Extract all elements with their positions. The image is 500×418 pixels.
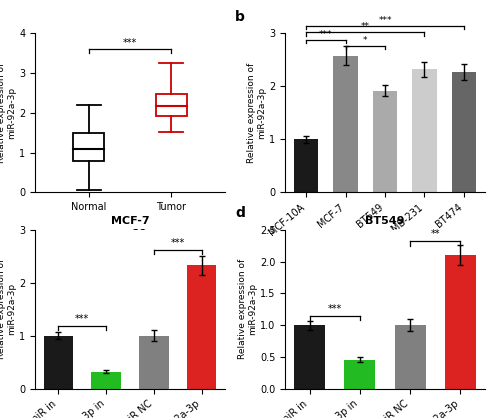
Text: ***: *** — [123, 38, 137, 48]
Y-axis label: Relative expression of
miR-92a-3p: Relative expression of miR-92a-3p — [247, 63, 266, 163]
Text: d: d — [235, 206, 245, 220]
Bar — [334, 56, 358, 192]
Title: BT549: BT549 — [365, 217, 405, 226]
Y-axis label: Relative expression of
miR-92a-3p: Relative expression of miR-92a-3p — [238, 259, 257, 359]
Bar — [44, 336, 73, 389]
Text: ***: *** — [75, 314, 90, 324]
Bar — [156, 94, 187, 116]
Text: ***: *** — [170, 238, 185, 248]
Bar — [452, 71, 476, 192]
Text: ***: *** — [328, 304, 342, 314]
Text: ***: *** — [378, 16, 392, 25]
Bar — [187, 265, 216, 389]
Bar — [139, 336, 168, 389]
Text: **: ** — [361, 22, 370, 31]
Y-axis label: Relative expression of
miR-92a-3p: Relative expression of miR-92a-3p — [0, 63, 16, 163]
Bar — [412, 69, 436, 192]
Bar — [294, 139, 318, 192]
Bar — [373, 91, 397, 192]
Text: ***: *** — [319, 30, 332, 39]
Text: b: b — [235, 10, 245, 24]
Text: n=60: n=60 — [114, 229, 146, 239]
Bar — [92, 372, 121, 389]
Y-axis label: Relative expression of
miR-92a-3p: Relative expression of miR-92a-3p — [0, 259, 16, 359]
Text: **: ** — [430, 229, 440, 240]
Bar — [294, 325, 325, 389]
Title: MCF-7: MCF-7 — [110, 217, 150, 226]
Text: *: * — [363, 36, 368, 45]
Bar — [73, 133, 104, 161]
Bar — [344, 359, 376, 389]
Bar — [445, 255, 476, 389]
Bar — [394, 325, 426, 389]
